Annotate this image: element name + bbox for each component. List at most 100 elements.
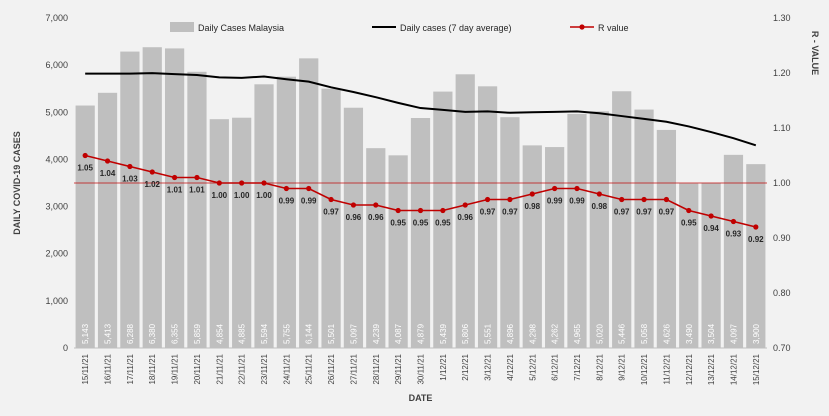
r-value-label: 0.99	[547, 197, 563, 206]
r-value-point	[127, 163, 133, 170]
r-value-point	[596, 191, 602, 197]
x-tick-label: 28/11/21	[372, 353, 381, 384]
r-value-point	[686, 207, 692, 214]
bar	[701, 182, 721, 348]
r-value-label: 0.93	[726, 230, 742, 239]
bar	[522, 145, 542, 348]
y-axis-title: DAILY COVID-19 CASES	[12, 131, 22, 235]
r-value-point	[328, 196, 334, 203]
r-value-point	[104, 158, 111, 164]
x-tick-label: 7/12/21	[573, 353, 582, 380]
y2-tick-label: 0.70	[773, 343, 791, 353]
r-value-label: 0.99	[569, 197, 585, 206]
x-tick-label: 8/12/21	[595, 353, 604, 380]
bar	[477, 86, 498, 348]
bar-value-label: 5,143	[81, 323, 90, 344]
average-line-group	[85, 72, 757, 147]
bar-value-label: 4,239	[372, 323, 381, 344]
bar	[164, 48, 185, 349]
chart-legend: Daily Cases Malaysia Daily cases (7 day a…	[170, 22, 629, 33]
x-tick-label: 1/12/21	[439, 353, 448, 380]
average-series-line	[85, 72, 757, 147]
bar-value-label: 3,490	[685, 323, 694, 344]
x-tick-label: 4/12/21	[506, 353, 515, 380]
y-tick-label: 7,000	[45, 13, 68, 23]
bar	[366, 148, 386, 348]
bar	[254, 84, 274, 348]
bar-value-label: 5,446	[618, 323, 627, 344]
bar	[545, 147, 565, 348]
legend-label-average: Daily cases (7 day average)	[400, 23, 512, 33]
x-tick-label: 10/12/21	[640, 353, 649, 385]
x-tick-label: 15/11/21	[81, 353, 90, 384]
x-tick-label: 22/11/21	[238, 353, 247, 384]
bar-value-label: 5,058	[640, 323, 649, 344]
r-value-point	[462, 202, 468, 208]
r-value-point	[194, 174, 200, 181]
bar-value-label: 5,439	[439, 323, 448, 344]
bar-value-label: 5,413	[104, 323, 113, 344]
x-tick-label: 23/11/21	[260, 353, 269, 384]
r-value-point	[171, 174, 178, 181]
bar-value-label: 4,087	[394, 323, 403, 344]
y2-tick-label: 0.80	[773, 288, 791, 298]
bar-value-label: 5,806	[461, 323, 470, 344]
r-value-point	[619, 196, 625, 203]
bar-value-label: 5,551	[484, 323, 493, 344]
bar	[567, 113, 587, 348]
bar	[455, 74, 475, 348]
bar-value-label: 5,859	[193, 323, 202, 344]
r-value-label: 0.97	[659, 208, 675, 217]
y2-tick-label: 1.30	[773, 13, 791, 23]
r-value-point	[306, 185, 312, 192]
r-value-label: 1.01	[189, 186, 205, 195]
bar-value-label: 5,594	[260, 323, 269, 344]
bar-value-label: 6,144	[305, 323, 314, 344]
y2-tick-label: 1.10	[773, 123, 791, 133]
x-tick-label: 25/11/21	[305, 353, 314, 384]
bar	[634, 109, 654, 349]
bar-value-label: 4,885	[238, 323, 247, 344]
bar-value-label: 3,504	[707, 323, 716, 344]
bar-value-label: 3,900	[752, 323, 761, 344]
bar-value-label: 5,755	[282, 323, 291, 344]
bar	[97, 92, 118, 349]
r-value-label: 0.99	[301, 197, 317, 206]
legend-marker-r-value	[579, 24, 585, 30]
bar-value-label: 5,020	[595, 323, 604, 344]
bar	[276, 76, 296, 348]
x-tick-label: 2/12/21	[461, 353, 470, 380]
y-tick-label: 5,000	[45, 107, 68, 117]
r-value-point	[395, 207, 401, 214]
bar-value-label: 4,626	[662, 323, 671, 344]
y-tick-label: 2,000	[45, 249, 68, 259]
x-tick-label: 20/11/21	[193, 353, 202, 384]
bar-value-label: 4,262	[551, 323, 560, 344]
bar-value-label: 4,298	[528, 323, 537, 344]
x-tick-label: 15/12/21	[752, 353, 761, 385]
r-value-point	[149, 169, 155, 175]
r-value-label: 0.95	[435, 219, 451, 228]
bar	[120, 51, 140, 349]
r-value-label: 1.01	[167, 186, 183, 195]
r-value-point	[663, 196, 670, 203]
r-value-point	[283, 185, 289, 192]
bar-value-label: 4,854	[215, 323, 224, 344]
bar	[723, 154, 744, 348]
bar	[75, 105, 95, 349]
r-value-label: 0.97	[614, 208, 630, 217]
x-tick-label: 11/12/21	[662, 353, 671, 384]
legend-label-bars: Daily Cases Malaysia	[198, 23, 284, 33]
legend-label-r-value: R value	[598, 23, 629, 33]
bar-value-label: 5,501	[327, 323, 336, 344]
r-value-label: 1.00	[234, 191, 250, 200]
bar	[299, 58, 319, 349]
bar	[209, 119, 229, 348]
r-value-point	[641, 196, 647, 203]
r-value-label: 0.98	[592, 202, 608, 211]
x-tick-label: 16/11/21	[104, 353, 113, 384]
r-value-point	[529, 191, 535, 197]
r-value-point	[730, 218, 737, 225]
bar	[612, 91, 632, 348]
r-value-label: 0.95	[681, 219, 697, 228]
